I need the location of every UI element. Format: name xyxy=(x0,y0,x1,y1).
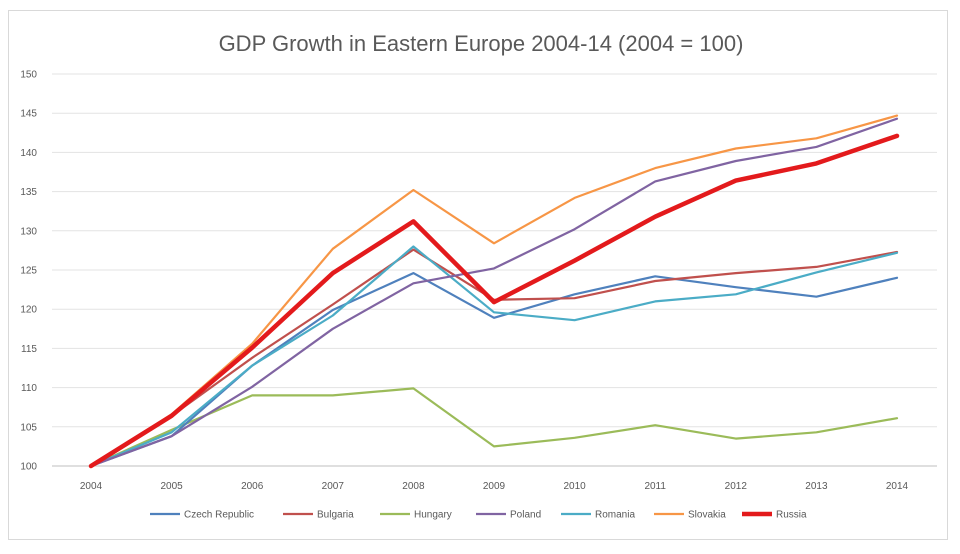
legend-label: Poland xyxy=(510,510,541,521)
gridlines xyxy=(52,73,937,467)
x-tick-label: 2008 xyxy=(402,481,425,492)
x-tick-label: 2009 xyxy=(483,481,506,492)
y-tick-label: 100 xyxy=(20,462,37,473)
y-tick-label: 125 xyxy=(20,266,37,277)
legend-label: Czech Republic xyxy=(184,510,254,521)
series-line-slovakia xyxy=(89,114,899,468)
y-tick-label: 130 xyxy=(20,226,37,237)
legend-label: Hungary xyxy=(414,510,452,521)
y-tick-label: 150 xyxy=(20,70,37,81)
x-axis-ticks: 2004 2005 2006 2007 2008 2009 2010 2011 2012 2013… xyxy=(80,481,909,492)
line-chart: GDP Growth in Eastern Europe 2004-14 (20… xyxy=(20,31,937,521)
x-tick-label: 2004 xyxy=(80,481,103,492)
y-tick-label: 105 xyxy=(20,422,37,433)
chart-frame: GDP Growth in Eastern Europe 2004-14 (20… xyxy=(8,10,948,540)
x-tick-label: 2006 xyxy=(241,481,264,492)
chart-title: GDP Growth in Eastern Europe 2004-14 (20… xyxy=(219,31,744,56)
y-tick-label: 140 xyxy=(20,148,37,159)
x-tick-label: 2010 xyxy=(563,481,586,492)
legend: Czech Republic Bulgaria Hungary Poland Roman… xyxy=(150,510,807,521)
series-lines xyxy=(88,114,900,469)
x-tick-label: 2012 xyxy=(725,481,748,492)
y-tick-label: 145 xyxy=(20,109,37,120)
x-tick-label: 2007 xyxy=(322,481,345,492)
series-line-hungary xyxy=(89,387,899,468)
series-line-bulgaria xyxy=(89,248,899,468)
legend-label: Russia xyxy=(776,510,807,521)
y-axis-ticks: 100 105 110 115 120 125 130 135 140 145 150 xyxy=(20,70,37,473)
x-tick-label: 2014 xyxy=(886,481,909,492)
x-tick-label: 2005 xyxy=(160,481,183,492)
y-tick-label: 135 xyxy=(20,187,37,198)
legend-label: Bulgaria xyxy=(317,510,354,521)
series-line-poland xyxy=(89,117,899,468)
legend-label: Romania xyxy=(595,510,635,521)
y-tick-label: 115 xyxy=(21,344,37,355)
y-tick-label: 120 xyxy=(20,305,37,316)
y-tick-label: 110 xyxy=(21,383,37,394)
legend-label: Slovakia xyxy=(688,510,726,521)
x-tick-label: 2011 xyxy=(644,481,666,492)
x-tick-label: 2013 xyxy=(805,481,828,492)
series-line-romania xyxy=(89,245,899,468)
series-line-russia xyxy=(88,133,900,469)
